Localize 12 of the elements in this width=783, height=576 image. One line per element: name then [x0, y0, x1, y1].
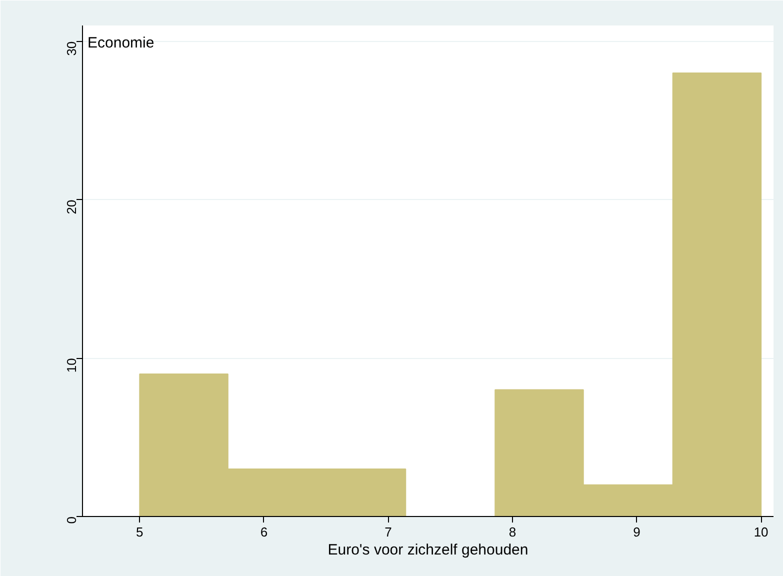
x-tick-label: 10 — [754, 524, 768, 540]
x-tick-label: 5 — [136, 524, 144, 540]
y-tick-label: 30 — [64, 41, 79, 56]
x-tick-label: 8 — [508, 524, 516, 540]
x-axis-title: Euro's voor zichzelf gehouden — [328, 542, 528, 558]
y-tick-label: 10 — [64, 358, 79, 373]
x-tick-label: 7 — [384, 524, 392, 540]
annotation: Economie — [88, 34, 154, 52]
x-tick-label: 9 — [633, 524, 640, 540]
x-tick-label: 6 — [260, 524, 268, 540]
y-tick-label: 0 — [64, 516, 79, 524]
y-tick-label: 20 — [64, 200, 79, 214]
